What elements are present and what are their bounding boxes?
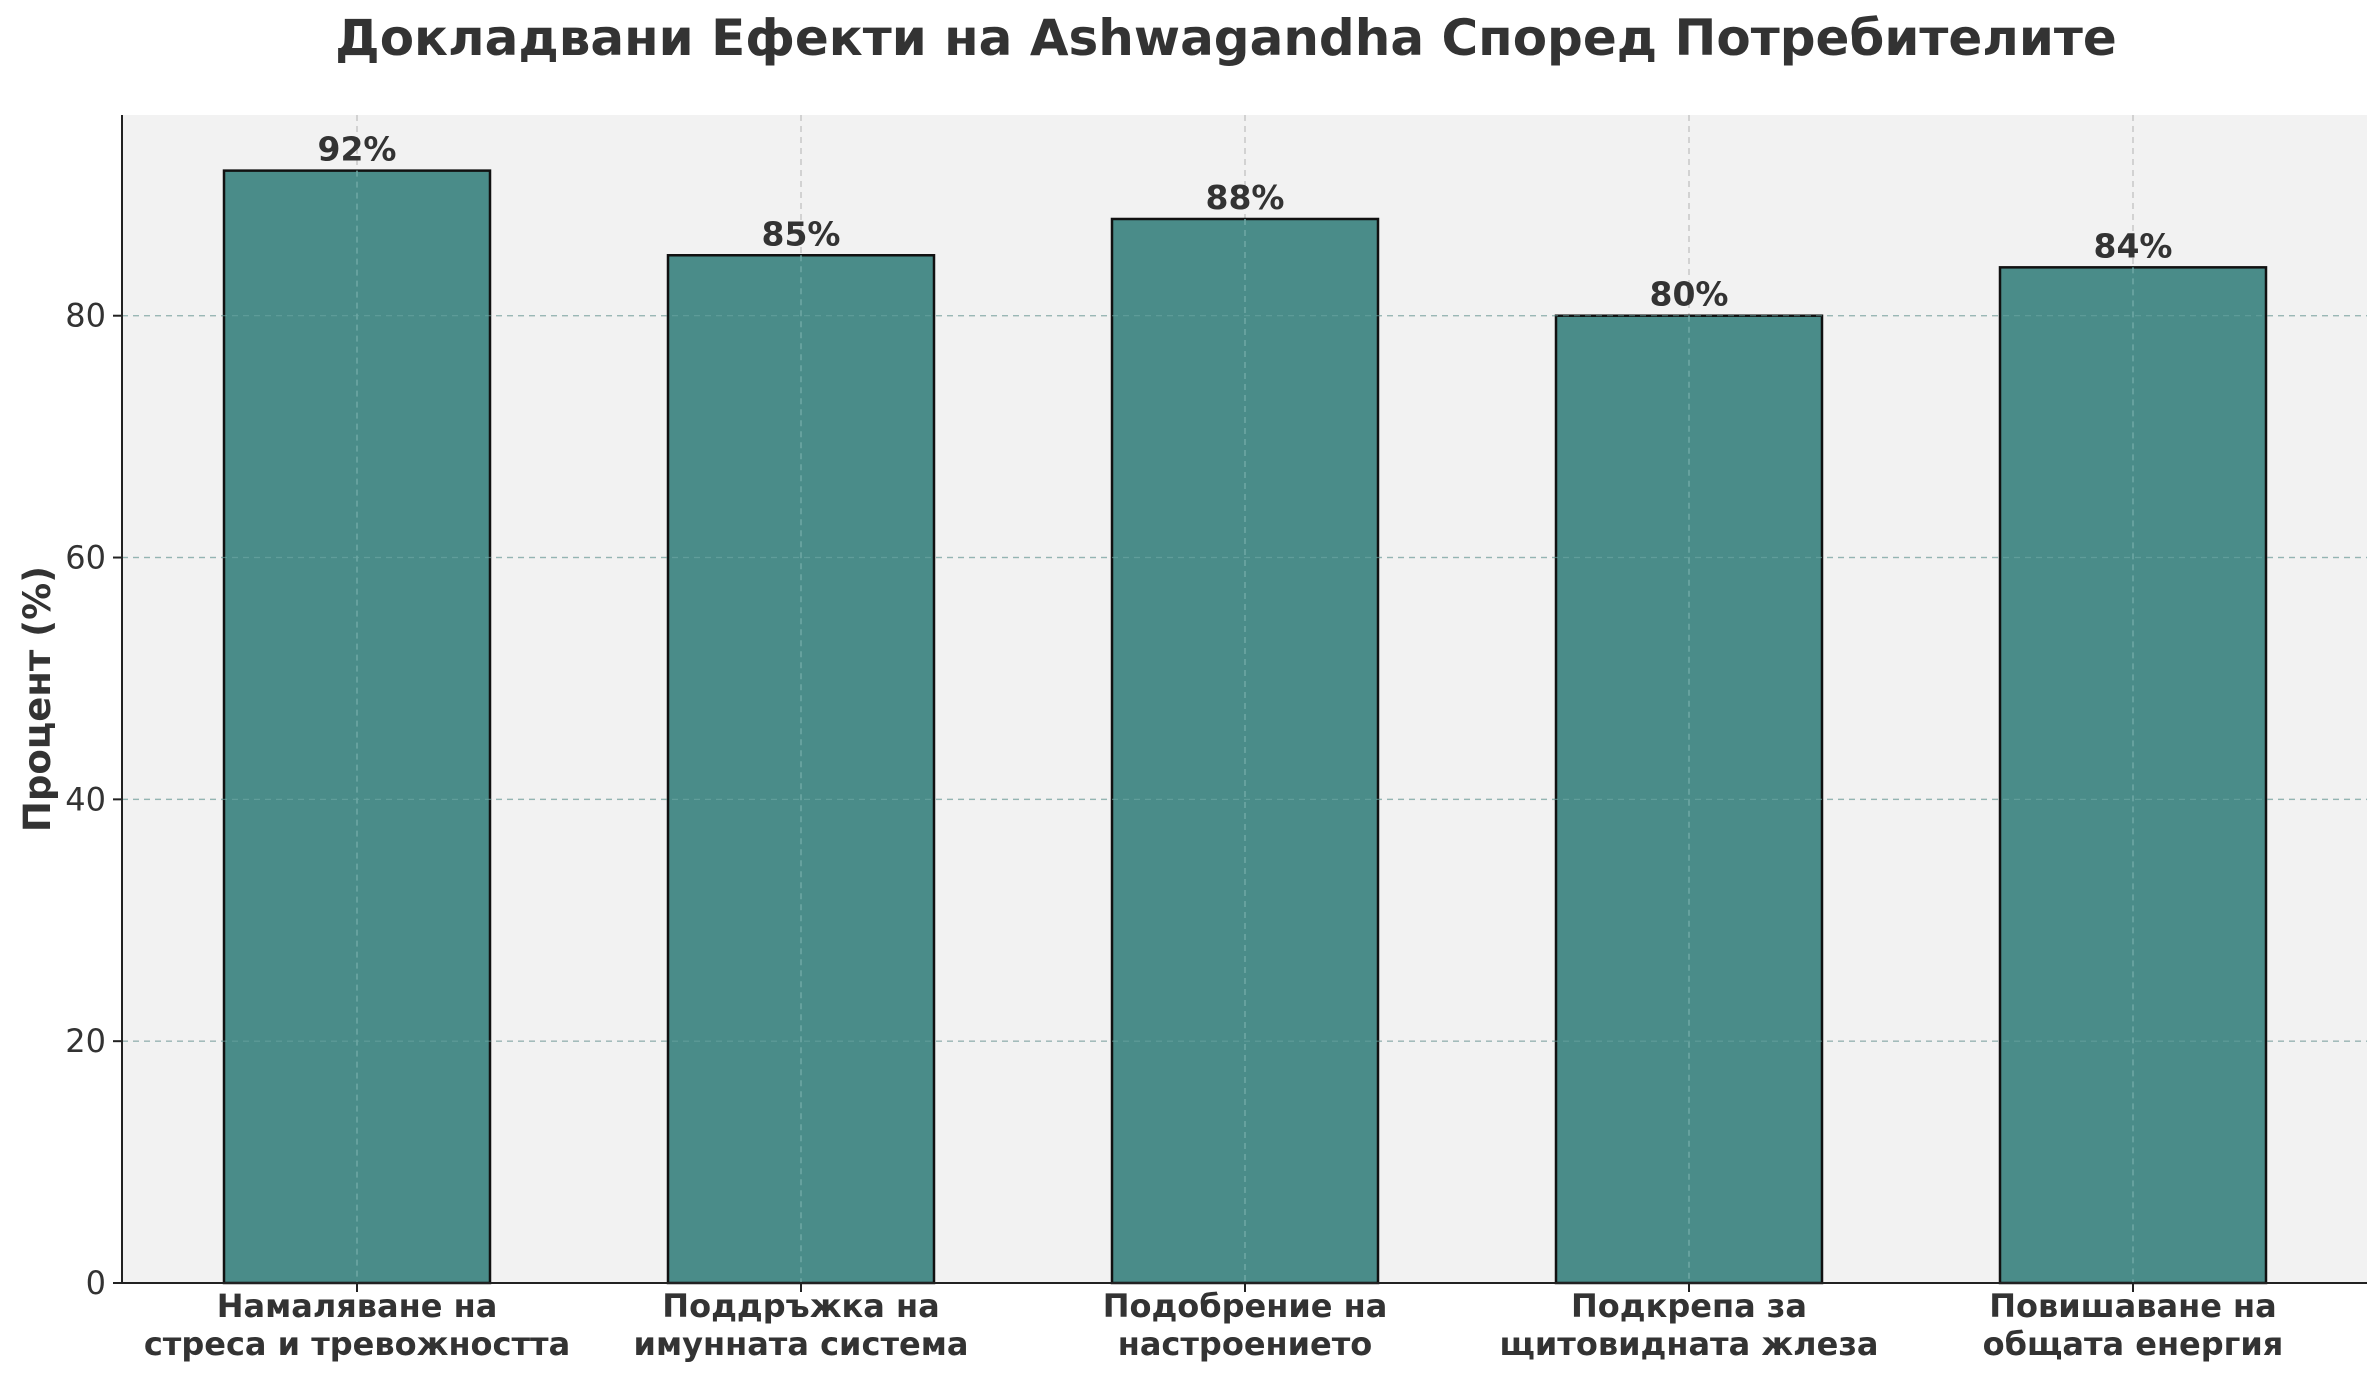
data-label: 92% [318, 130, 397, 169]
data-labels: 92% 85% 88% 80% 84% [318, 130, 2173, 314]
y-tick-label: 40 [65, 780, 106, 818]
bar [666, 254, 936, 1285]
x-tick-label: Подобрение на настроението [1103, 1287, 1388, 1363]
x-tick-label: Поддръжка на имунната система [634, 1287, 969, 1363]
y-tick-label: 60 [65, 539, 106, 577]
y-tick-label: 80 [65, 297, 106, 335]
data-label: 84% [2094, 226, 2173, 265]
x-tick-label: Повишаване на общата енергия [1983, 1287, 2284, 1363]
y-tick-label: 20 [65, 1022, 106, 1060]
chart-title: Докладвани Ефекти на Ashwagandha Според … [335, 9, 2117, 67]
data-label: 80% [1650, 275, 1729, 314]
data-label: 85% [762, 214, 841, 253]
x-ticks: Намаляване на стреса и тревожността Поддръ… [144, 1283, 2284, 1363]
bars [122, 169, 2367, 1285]
y-ticks: 0 20 40 60 80 [65, 297, 122, 1302]
y-axis-label: Процент (%) [16, 566, 59, 832]
x-tick-label: Подкрепа за щитовидната жлеза [1500, 1287, 1879, 1363]
x-tick-label: Намаляване на стреса и тревожността [144, 1287, 570, 1363]
y-tick-label: 0 [86, 1264, 106, 1302]
data-label: 88% [1206, 178, 1285, 217]
